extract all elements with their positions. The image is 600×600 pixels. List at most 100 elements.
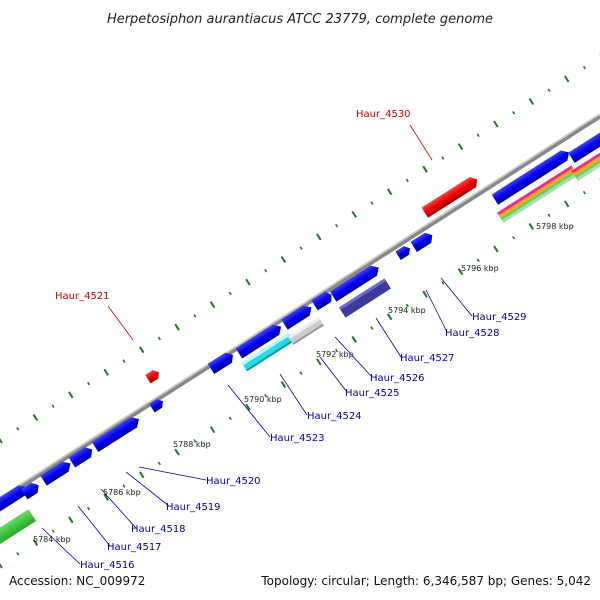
tick-mark: [157, 461, 161, 466]
tick-mark: [582, 65, 586, 70]
tick-mark: [335, 223, 339, 228]
gene-label[interactable]: Haur_4527: [400, 353, 455, 364]
gene-label[interactable]: Haur_4523: [270, 433, 325, 444]
feature-multicolor[interactable]: [497, 165, 578, 223]
tick-mark: [299, 371, 303, 375]
scale-label: 5790 kbp: [244, 395, 282, 404]
gene-feature[interactable]: [207, 350, 236, 375]
tick-mark: [228, 416, 232, 421]
tick-mark: [386, 313, 393, 321]
tick-mark: [564, 75, 570, 83]
feature-green[interactable]: [0, 509, 37, 547]
gene-labels: Haur_4516 Haur_4517 Haur_4518 Haur_4519 …: [55, 109, 527, 571]
feature-gray[interactable]: [288, 317, 324, 345]
tick-mark: [32, 413, 39, 421]
scale-label: 5796 kbp: [461, 264, 499, 273]
gene-label[interactable]: Haur_4518: [131, 524, 186, 535]
tick-mark: [174, 323, 180, 331]
tick-mark: [16, 426, 20, 431]
tick-mark: [122, 484, 126, 488]
tick-mark: [528, 97, 535, 106]
gene-feature[interactable]: [395, 244, 412, 260]
tick-mark: [157, 336, 161, 341]
tick-mark: [245, 403, 251, 411]
gene-feature[interactable]: [21, 480, 42, 500]
tick-mark: [103, 493, 109, 501]
scale-label: 5788 kbp: [173, 440, 211, 449]
tick-mark: [0, 563, 3, 569]
gene-label[interactable]: Haur_4517: [107, 542, 162, 553]
gene-label[interactable]: Haur_4520: [206, 476, 261, 487]
tick-mark: [405, 178, 409, 183]
tick-mark: [335, 348, 339, 353]
gene-track: [0, 127, 600, 514]
tick-mark: [547, 88, 551, 93]
tick-mark: [564, 200, 570, 208]
gene-label-highlight[interactable]: Haur_4530: [356, 109, 411, 120]
tick-mark: [386, 188, 393, 196]
tick-mark: [193, 314, 197, 318]
tick-mark: [280, 255, 287, 263]
tick-mark: [103, 368, 109, 376]
tick-mark: [87, 381, 91, 386]
tick-mark: [138, 471, 145, 479]
tick-mark: [264, 268, 268, 273]
gene-label[interactable]: Haur_4526: [370, 373, 425, 384]
tick-mark: [51, 529, 55, 533]
tick-mark: [209, 426, 216, 434]
tick-mark: [351, 335, 357, 343]
tick-mark: [493, 120, 499, 128]
feature-cyan[interactable]: [241, 332, 295, 372]
feature-slate[interactable]: [339, 278, 391, 318]
outer-tick-ring: [0, 53, 600, 444]
tick-mark: [16, 551, 20, 556]
tick-mark: [32, 538, 39, 546]
gene-feature-highlight[interactable]: [145, 368, 161, 384]
gene-label[interactable]: Haur_4525: [345, 388, 400, 399]
gene-label[interactable]: Haur_4524: [307, 411, 362, 422]
tick-mark: [441, 281, 445, 285]
tick-mark: [193, 439, 197, 443]
gene-feature[interactable]: [0, 482, 30, 514]
tick-mark: [351, 210, 357, 218]
feature-multicolor[interactable]: [571, 149, 600, 181]
tick-mark: [122, 359, 126, 363]
tick-mark: [422, 290, 428, 298]
tick-mark: [512, 235, 516, 240]
gene-label[interactable]: Haur_4519: [166, 502, 221, 513]
tick-mark: [370, 326, 374, 330]
gene-feature[interactable]: [491, 147, 573, 205]
gene-feature-highlight[interactable]: [421, 174, 481, 218]
gene-feature[interactable]: [235, 322, 285, 359]
gene-feature[interactable]: [311, 290, 334, 311]
gene-feature[interactable]: [91, 414, 142, 453]
tick-mark: [280, 380, 287, 388]
scale-label: 5798 kbp: [536, 222, 574, 231]
tick-mark: [245, 278, 251, 286]
label-leaders: [41, 124, 473, 565]
gene-feature[interactable]: [281, 302, 314, 330]
inner-tick-ring: [0, 178, 600, 569]
gene-label[interactable]: Haur_4528: [445, 328, 500, 339]
gene-label-highlight[interactable]: Haur_4521: [55, 291, 110, 302]
tick-mark: [493, 245, 499, 253]
gene-label[interactable]: Haur_4516: [80, 560, 135, 571]
tick-mark: [174, 448, 180, 456]
tick-mark: [476, 258, 480, 263]
gene-feature[interactable]: [568, 127, 600, 163]
tick-mark: [582, 190, 586, 195]
map-title: Herpetosiphon aurantiacus ATCC 23779, co…: [107, 12, 493, 27]
tick-mark: [209, 301, 216, 309]
gene-feature[interactable]: [149, 397, 165, 413]
tick-mark: [528, 222, 535, 231]
gene-feature[interactable]: [40, 458, 73, 486]
tick-mark: [316, 358, 322, 366]
tick-mark: [405, 303, 409, 308]
tick-mark: [370, 201, 374, 205]
gene-label[interactable]: Haur_4529: [472, 312, 527, 323]
gene-feature[interactable]: [68, 444, 96, 468]
gene-feature[interactable]: [410, 230, 435, 252]
gene-feature[interactable]: [330, 262, 382, 302]
